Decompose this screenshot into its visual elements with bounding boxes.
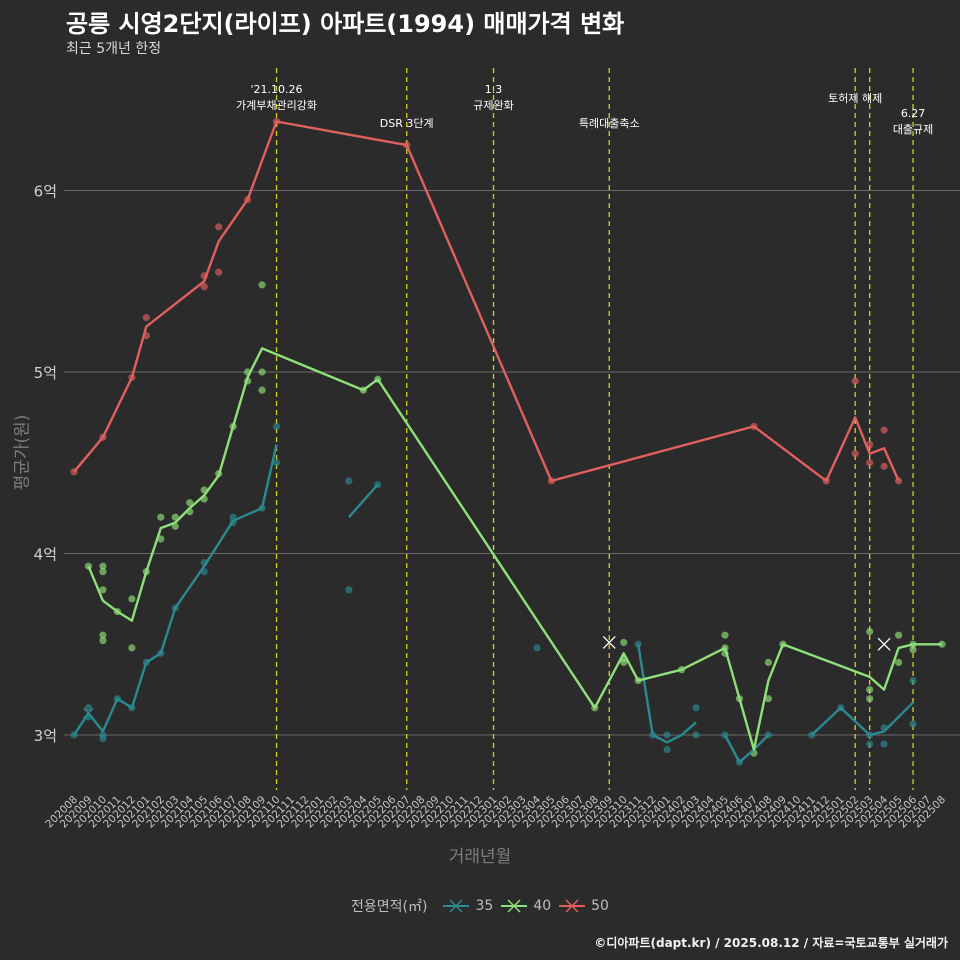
point-35 xyxy=(909,676,917,685)
point-50 xyxy=(851,377,859,385)
point-40 xyxy=(128,644,136,652)
legend-50-icon xyxy=(559,899,586,913)
point-40 xyxy=(128,595,136,603)
line-50 xyxy=(73,120,900,483)
point-35 xyxy=(84,704,93,712)
point-35 xyxy=(99,735,107,743)
x-marker-35b xyxy=(83,707,94,719)
policy-label: DSR 3단계 xyxy=(380,117,434,130)
point-35 xyxy=(692,731,700,739)
policy-label: '21.10.26 xyxy=(251,83,303,96)
point-40 xyxy=(895,658,903,667)
point-40 xyxy=(258,368,266,376)
point-50 xyxy=(215,268,223,276)
point-40 xyxy=(258,386,266,394)
y-axis-label: 평균가(원) xyxy=(12,414,33,491)
legend-item-50[interactable]: 50 xyxy=(557,898,609,914)
point-40 xyxy=(620,638,628,647)
legend-label-40: 40 xyxy=(533,898,552,914)
line-35 xyxy=(637,644,697,744)
point-40 xyxy=(99,637,107,645)
point-35 xyxy=(533,644,541,652)
point-50 xyxy=(880,462,888,470)
x-axis-ticks: 2020082020092020102020112020122021012021… xyxy=(43,793,948,830)
point-35 xyxy=(634,640,642,648)
x-marker-b xyxy=(877,637,891,651)
legend-label-50: 50 xyxy=(591,898,609,914)
chart-subtitle: 최근 5개년 한정 xyxy=(66,41,162,57)
point-50 xyxy=(215,223,223,231)
point-40 xyxy=(258,281,266,289)
legend-label-35: 35 xyxy=(475,898,494,914)
series-lines xyxy=(73,120,942,764)
point-40 xyxy=(99,631,107,639)
legend-item-40[interactable]: 40 xyxy=(499,898,551,914)
policy-label: 6.27 xyxy=(901,107,926,120)
x-markers xyxy=(83,635,891,719)
point-40 xyxy=(99,586,107,594)
y-axis-ticks: 3억 4억 5억 6억 xyxy=(34,183,57,746)
y-tick-label: 5억 xyxy=(34,364,57,382)
y-tick-label: 3억 xyxy=(34,727,57,745)
source-caption: ©디아파트(dapt.kr) / 2025.08.12 / 자료=국토교통부 실… xyxy=(594,936,948,950)
grid-lines xyxy=(64,190,960,736)
small-x-35 xyxy=(83,707,94,719)
legend: 전용면적(㎡) 35 40 50 xyxy=(0,896,960,916)
line-35 xyxy=(348,483,379,518)
point-40 xyxy=(764,658,773,667)
point-40 xyxy=(186,499,194,507)
point-35 xyxy=(866,740,874,748)
point-35 xyxy=(909,720,917,728)
point-40 xyxy=(99,562,107,570)
chart-plot: 3억 4억 5억 6억 2020082020092020102020112020122… xyxy=(34,68,960,830)
y-tick-label: 4억 xyxy=(34,546,57,564)
point-35 xyxy=(272,422,281,431)
legend-35-icon xyxy=(443,899,470,913)
point-35 xyxy=(345,586,353,594)
point-35 xyxy=(272,459,281,467)
point-35 xyxy=(880,740,888,748)
point-50 xyxy=(880,426,888,434)
policy-label: 토허제 해제 xyxy=(828,91,882,105)
point-40 xyxy=(157,513,165,521)
legend-40-icon xyxy=(501,899,528,913)
policy-label: 가계부채관리강화 xyxy=(236,99,317,112)
point-40 xyxy=(866,627,874,636)
point-40 xyxy=(620,658,628,667)
x-axis-label: 거래년월 xyxy=(448,847,512,867)
policy-label: 특례대출축소 xyxy=(579,117,640,130)
point-50 xyxy=(142,313,150,322)
point-40 xyxy=(171,513,179,521)
chart-title: 공릉 시영2단지(라이프) 아파트(1994) 매매가격 변화 xyxy=(66,10,625,38)
y-tick-label: 6억 xyxy=(34,183,57,201)
point-35 xyxy=(692,704,700,712)
point-40 xyxy=(895,631,903,639)
data-points xyxy=(70,117,946,766)
policy-label: 대출규제 xyxy=(893,123,933,136)
line-35 xyxy=(723,734,770,764)
policy-label: 규제완화 xyxy=(473,99,513,112)
legend-item-35[interactable]: 35 xyxy=(441,898,493,914)
point-40 xyxy=(866,695,874,703)
point-40 xyxy=(909,646,917,654)
point-40 xyxy=(866,686,874,694)
legend-title: 전용면적(㎡) xyxy=(351,899,428,915)
point-40 xyxy=(764,695,773,703)
point-50 xyxy=(200,283,208,291)
line-35 xyxy=(810,701,914,737)
x-marker-b xyxy=(602,635,616,649)
line-40 xyxy=(87,347,942,751)
line-35 xyxy=(73,444,278,736)
point-50 xyxy=(866,459,874,467)
point-50 xyxy=(851,450,859,458)
point-35 xyxy=(345,477,353,485)
policy-label: 1.3 xyxy=(485,83,503,96)
point-40 xyxy=(99,568,107,576)
point-35 xyxy=(663,745,671,754)
point-35 xyxy=(663,731,671,739)
point-40 xyxy=(721,631,729,639)
